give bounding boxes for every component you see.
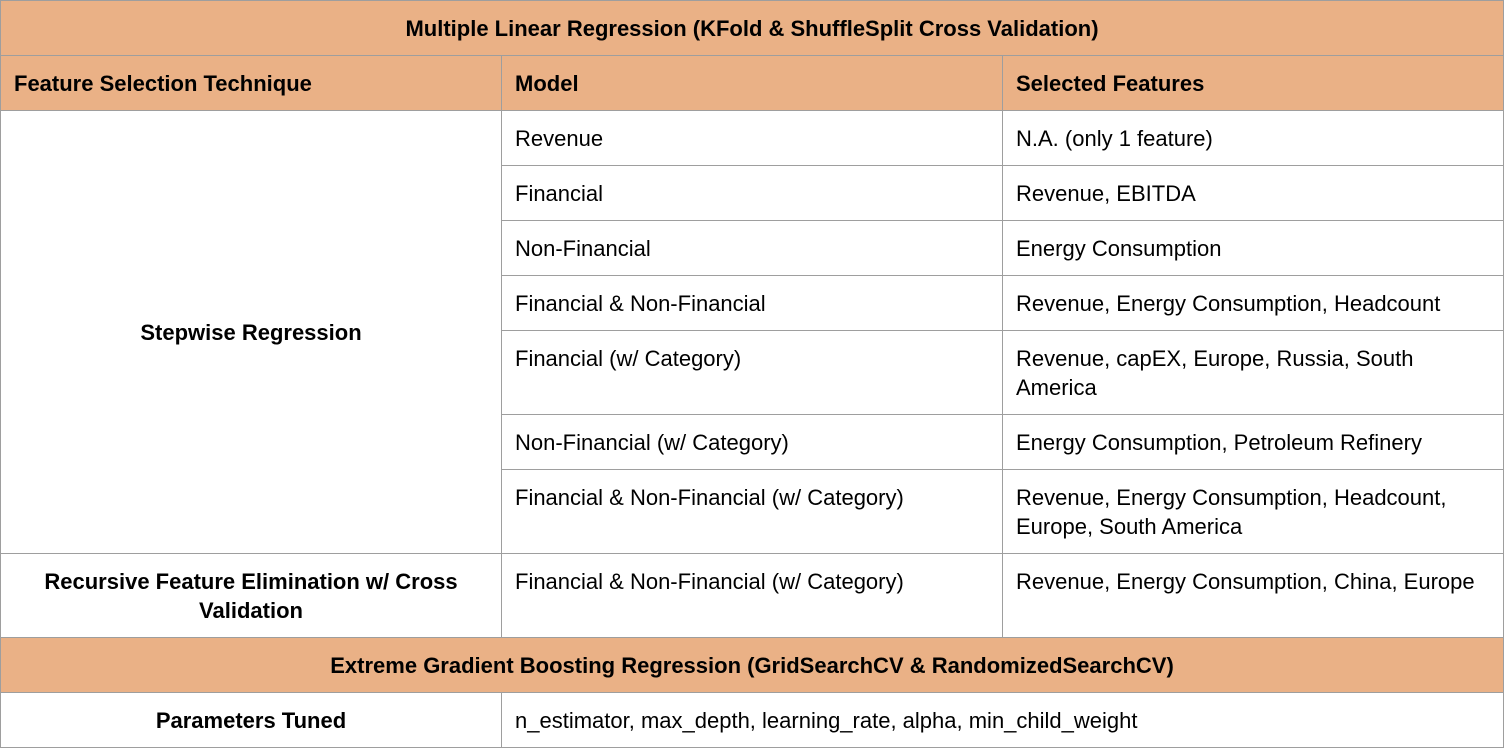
params-label: Parameters Tuned [0, 692, 502, 748]
features-cell: Revenue, EBITDA [1001, 165, 1504, 221]
table-row: Recursive Feature Elimination w/ Cross V… [0, 553, 1504, 638]
mlr-title-row: Multiple Linear Regression (KFold & Shuf… [0, 0, 1504, 56]
column-header-technique: Feature Selection Technique [0, 55, 502, 111]
features-cell: Revenue, Energy Consumption, China, Euro… [1001, 553, 1504, 638]
column-header-row: Feature Selection Technique Model Select… [0, 55, 1504, 111]
model-cell: Financial & Non-Financial (w/ Category) [501, 469, 1003, 554]
features-cell: Revenue, capEX, Europe, Russia, South Am… [1001, 330, 1504, 415]
features-cell: N.A. (only 1 feature) [1001, 110, 1504, 166]
features-cell: Energy Consumption [1001, 220, 1504, 276]
table-row: Financial & Non-Financial Revenue, Energ… [1, 275, 1504, 331]
table-row: Financial (w/ Category) Revenue, capEX, … [1, 330, 1504, 415]
model-cell: Revenue [501, 110, 1003, 166]
stepwise-technique-cell: Stepwise Regression [0, 110, 502, 554]
model-cell: Financial [501, 165, 1003, 221]
rfecv-technique-cell: Recursive Feature Elimination w/ Cross V… [0, 553, 502, 638]
mlr-title: Multiple Linear Regression (KFold & Shuf… [0, 0, 1504, 56]
column-header-model: Model [501, 55, 1003, 111]
table-row: Financial Revenue, EBITDA [1, 165, 1504, 221]
xgb-title-row: Extreme Gradient Boosting Regression (Gr… [0, 637, 1504, 693]
model-cell: Non-Financial [501, 220, 1003, 276]
column-header-features: Selected Features [1001, 55, 1504, 111]
model-cell: Non-Financial (w/ Category) [501, 414, 1003, 470]
params-row: Parameters Tuned n_estimator, max_depth,… [0, 692, 1504, 748]
features-cell: Revenue, Energy Consumption, Headcount, … [1001, 469, 1504, 554]
table-row: Financial & Non-Financial (w/ Category) … [1, 469, 1504, 554]
table-row: Stepwise Regression Revenue N.A. (only 1… [0, 110, 1504, 554]
table-row: Non-Financial (w/ Category) Energy Consu… [1, 414, 1504, 470]
model-cell: Financial (w/ Category) [501, 330, 1003, 415]
model-cell: Financial & Non-Financial (w/ Category) [501, 553, 1003, 638]
params-value: n_estimator, max_depth, learning_rate, a… [500, 692, 1504, 748]
features-cell: Revenue, Energy Consumption, Headcount [1001, 275, 1504, 331]
model-cell: Financial & Non-Financial [501, 275, 1003, 331]
xgb-title: Extreme Gradient Boosting Regression (Gr… [0, 637, 1504, 693]
features-cell: Energy Consumption, Petroleum Refinery [1001, 414, 1504, 470]
